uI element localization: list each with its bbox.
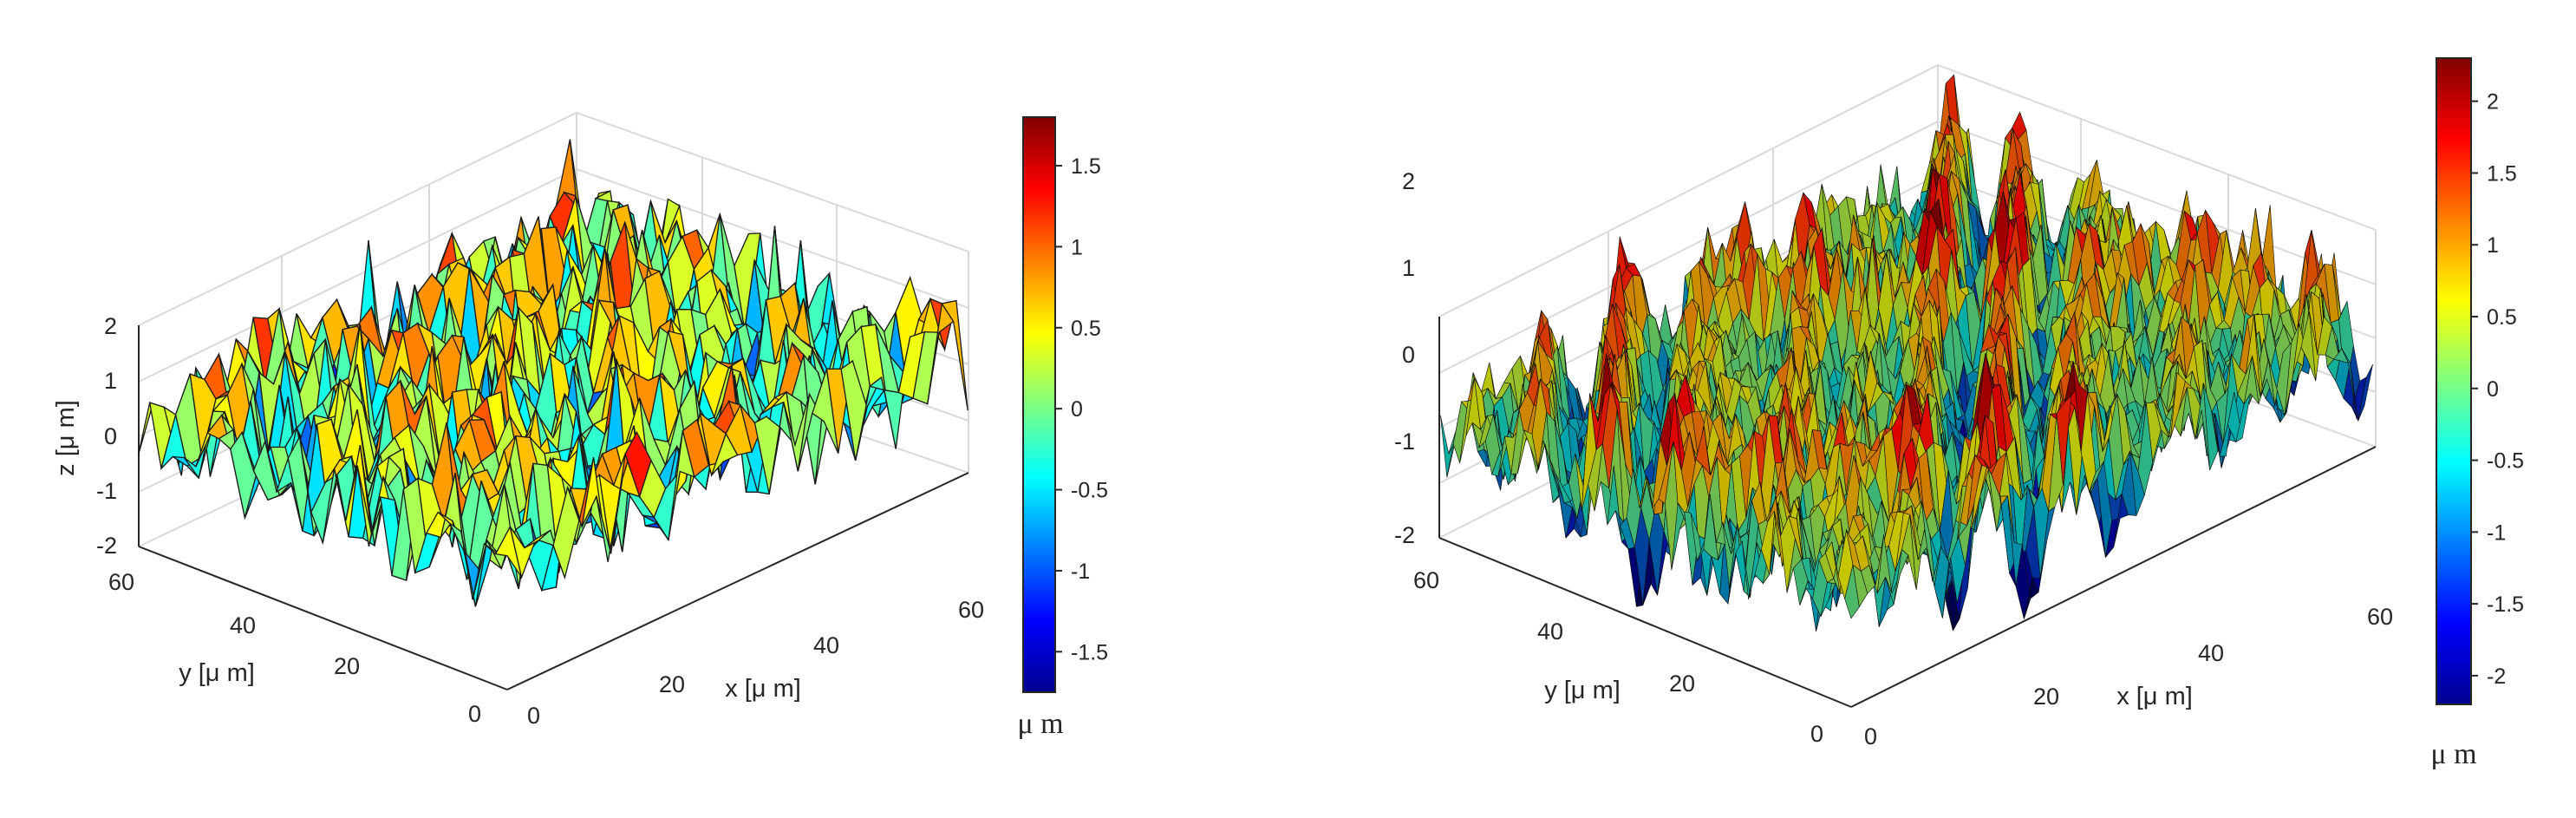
z-tick: 0 <box>104 423 117 449</box>
colorbar-tick-label: -1 <box>1071 560 1090 584</box>
y-tick: 40 <box>230 612 256 638</box>
z-tick: -1 <box>96 478 117 504</box>
surface-facet <box>941 299 968 411</box>
colorbar-tick-label: 0.5 <box>1071 317 1101 341</box>
plot-left-x-axis: 0 20 40 60 x [μ m] <box>527 597 984 729</box>
plot-left-y-axis: 60 40 20 0 y [μ m] <box>108 569 481 727</box>
y-axis-label: y [μ m] <box>179 659 255 687</box>
colorbar-tick-label: 0 <box>1071 397 1083 422</box>
colorbar-tick-label: 1.5 <box>1071 154 1101 179</box>
z-axis-label: z [μ m] <box>52 400 80 476</box>
x-tick: 40 <box>813 632 839 658</box>
y-tick: 60 <box>108 569 134 595</box>
z-tick: 2 <box>104 313 117 339</box>
plot-right-axes <box>1438 317 2377 708</box>
y-tick: 20 <box>334 653 360 679</box>
x-axis-label: x [μ m] <box>725 675 801 703</box>
x-tick: 0 <box>527 703 540 729</box>
colorbar-tick-label: -1.5 <box>1071 640 1108 664</box>
x-tick: 20 <box>659 671 685 697</box>
plot-left-colorbar: 1.5 1 0.5 0 -0.5 -1 -1.5 μ m <box>1017 116 1108 740</box>
z-tick: -2 <box>96 533 117 559</box>
z-tick: 1 <box>104 368 117 394</box>
colorbar-tick-label: 1 <box>1071 235 1083 259</box>
y-tick: 0 <box>468 701 481 727</box>
plot-left-surface-facets <box>137 139 968 607</box>
plot-left-axes <box>138 325 969 690</box>
colorbar-unit: μ m <box>1017 708 1063 740</box>
plot-left-z-axis: 2 1 0 -1 -2 z [μ m] <box>52 313 117 559</box>
x-tick: 60 <box>958 597 984 623</box>
plot-right-surface-mesh <box>1440 74 2373 631</box>
colorbar-gradient <box>1022 116 1056 693</box>
plot-right-surface: 2 1 0 -1 -2 60 40 20 0 y [μ m] 0 20 40 6… <box>1394 57 2524 770</box>
colorbar-tick-label: -0.5 <box>1071 479 1108 503</box>
plot-left-surface: 2 1 0 -1 -2 z [μ m] 60 40 20 0 y [μ m] 0… <box>52 111 1108 740</box>
